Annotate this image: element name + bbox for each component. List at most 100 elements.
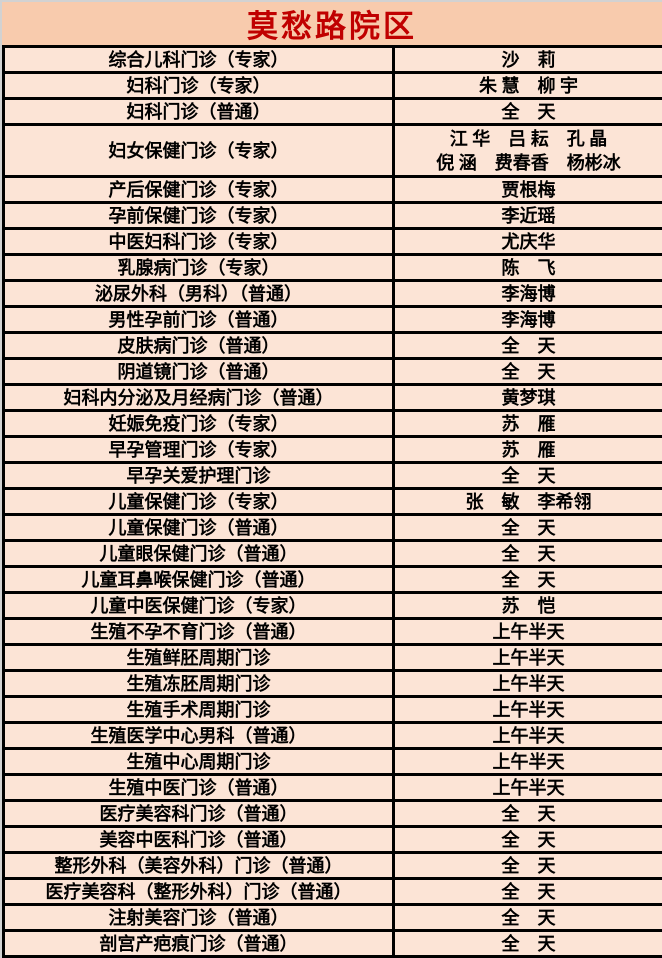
clinic-name: 综合儿科门诊（专家） — [5, 48, 395, 71]
table-row: 生殖中心周期门诊 上午半天 — [5, 750, 662, 776]
clinic-name: 医疗美容科（整形外科）门诊（普通） — [5, 880, 395, 903]
table-row: 妇女保健门诊（专家） 江 华 吕 耘 孔 晶 倪 涵 费春香 杨彬冰 — [5, 126, 662, 178]
table-row: 妇科内分泌及月经病门诊（普通） 黄梦琪 — [5, 386, 662, 412]
clinic-name: 儿童中医保健门诊（专家） — [5, 594, 395, 617]
table-row: 生殖冻胚周期门诊 上午半天 — [5, 672, 662, 698]
table-row: 生殖手术周期门诊 上午半天 — [5, 698, 662, 724]
staff-names: 尤庆华 — [501, 231, 556, 252]
clinic-name: 生殖冻胚周期门诊 — [5, 672, 395, 695]
campus-title: 莫愁路院区 — [2, 2, 662, 48]
staff-names: 全 天 — [501, 101, 556, 122]
clinic-name: 生殖中医门诊（普通） — [5, 776, 395, 799]
staff-names: 上午半天 — [492, 751, 565, 772]
clinic-name: 生殖中心周期门诊 — [5, 750, 395, 773]
clinic-name: 儿童保健门诊（普通） — [5, 516, 395, 539]
table-row: 中医妇科门诊（专家） 尤庆华 — [5, 230, 662, 256]
staff-names: 黄梦琪 — [501, 387, 556, 408]
staff-names: 全 天 — [501, 465, 556, 486]
staff-names: 全 天 — [501, 517, 556, 538]
clinic-name: 美容中医科门诊（普通） — [5, 828, 395, 851]
table-row: 整形外科（美容外科）门诊（普通） 全 天 — [5, 854, 662, 880]
schedule-table-body: 综合儿科门诊（专家） 沙 莉 妇科门诊（专家） 朱 慧 柳 宇 妇科门诊（普通）… — [2, 48, 662, 958]
staff-names: 李海博 — [501, 309, 556, 330]
clinic-name: 整形外科（美容外科）门诊（普通） — [5, 854, 395, 877]
staff-names: 陈 飞 — [501, 257, 556, 278]
clinic-name: 中医妇科门诊（专家） — [5, 230, 395, 253]
table-row: 医疗美容科（整形外科）门诊（普通） 全 天 — [5, 880, 662, 906]
staff-names: 全 天 — [501, 543, 556, 564]
table-row: 妇科门诊（专家） 朱 慧 柳 宇 — [5, 74, 662, 100]
clinic-name: 男性孕前门诊（普通） — [5, 308, 395, 331]
clinic-name: 剖宫产疤痕门诊（普通） — [5, 932, 395, 955]
table-row: 皮肤病门诊（普通） 全 天 — [5, 334, 662, 360]
clinic-name: 妇科门诊（专家） — [5, 74, 395, 97]
staff-names: 苏 恺 — [501, 595, 556, 616]
clinic-name: 妇女保健门诊（专家） — [5, 126, 395, 175]
table-row: 儿童眼保健门诊（普通） 全 天 — [5, 542, 662, 568]
clinic-name: 生殖不孕不育门诊（普通） — [5, 620, 395, 643]
table-row: 生殖不孕不育门诊（普通） 上午半天 — [5, 620, 662, 646]
table-row: 早孕管理门诊（专家） 苏 雁 — [5, 438, 662, 464]
table-row: 泌尿外科（男科）（普通） 李海博 — [5, 282, 662, 308]
table-row: 医疗美容科门诊（普通） 全 天 — [5, 802, 662, 828]
clinic-name: 生殖手术周期门诊 — [5, 698, 395, 721]
clinic-name: 注射美容门诊（普通） — [5, 906, 395, 929]
table-row: 孕前保健门诊（专家） 李近瑶 — [5, 204, 662, 230]
staff-names: 苏 雁 — [501, 413, 556, 434]
table-row: 儿童中医保健门诊（专家） 苏 恺 — [5, 594, 662, 620]
staff-names: 全 天 — [501, 855, 556, 876]
staff-names: 江 华 吕 耘 孔 晶 倪 涵 费春香 杨彬冰 — [436, 128, 621, 173]
staff-names: 全 天 — [501, 569, 556, 590]
table-row: 男性孕前门诊（普通） 李海博 — [5, 308, 662, 334]
table-row: 剖宫产疤痕门诊（普通） 全 天 — [5, 932, 662, 958]
clinic-name: 生殖医学中心男科（普通） — [5, 724, 395, 747]
clinic-name: 早孕管理门诊（专家） — [5, 438, 395, 461]
table-row: 阴道镜门诊（普通） 全 天 — [5, 360, 662, 386]
staff-names: 全 天 — [501, 361, 556, 382]
table-row: 综合儿科门诊（专家） 沙 莉 — [5, 48, 662, 74]
table-row: 早孕关爱护理门诊 全 天 — [5, 464, 662, 490]
staff-names: 全 天 — [501, 803, 556, 824]
staff-names: 上午半天 — [492, 725, 565, 746]
staff-names: 全 天 — [501, 933, 556, 954]
table-row: 儿童保健门诊（普通） 全 天 — [5, 516, 662, 542]
clinic-name: 早孕关爱护理门诊 — [5, 464, 395, 487]
table-row: 美容中医科门诊（普通） 全 天 — [5, 828, 662, 854]
staff-names: 李海博 — [501, 283, 556, 304]
clinic-name: 皮肤病门诊（普通） — [5, 334, 395, 357]
staff-names: 全 天 — [501, 829, 556, 850]
table-row: 生殖鲜胚周期门诊 上午半天 — [5, 646, 662, 672]
staff-names: 朱 慧 柳 宇 — [479, 75, 578, 96]
clinic-name: 儿童保健门诊（专家） — [5, 490, 395, 513]
table-row: 乳腺病门诊（专家） 陈 飞 — [5, 256, 662, 282]
staff-names: 上午半天 — [492, 647, 565, 668]
staff-names: 上午半天 — [492, 621, 565, 642]
clinic-name: 妇科门诊（普通） — [5, 100, 395, 123]
clinic-name: 儿童眼保健门诊（普通） — [5, 542, 395, 565]
clinic-name: 泌尿外科（男科）（普通） — [5, 282, 395, 305]
clinic-name: 医疗美容科门诊（普通） — [5, 802, 395, 825]
clinic-name: 阴道镜门诊（普通） — [5, 360, 395, 383]
staff-names: 全 天 — [501, 907, 556, 928]
table-row: 妊娠免疫门诊（专家） 苏 雁 — [5, 412, 662, 438]
staff-names: 全 天 — [501, 881, 556, 902]
table-row: 产后保健门诊（专家） 贾根梅 — [5, 178, 662, 204]
table-row: 生殖中医门诊（普通） 上午半天 — [5, 776, 662, 802]
staff-names: 张 敏 李希翎 — [465, 491, 592, 512]
staff-names: 苏 雁 — [501, 439, 556, 460]
clinic-name: 生殖鲜胚周期门诊 — [5, 646, 395, 669]
staff-names: 沙 莉 — [501, 49, 556, 70]
staff-names: 上午半天 — [492, 777, 565, 798]
table-row: 儿童耳鼻喉保健门诊（普通） 全 天 — [5, 568, 662, 594]
staff-names: 贾根梅 — [501, 179, 556, 200]
staff-names: 全 天 — [501, 335, 556, 356]
table-row: 生殖医学中心男科（普通） 上午半天 — [5, 724, 662, 750]
staff-names: 上午半天 — [492, 673, 565, 694]
clinic-name: 妊娠免疫门诊（专家） — [5, 412, 395, 435]
staff-names: 李近瑶 — [501, 205, 556, 226]
clinic-name: 妇科内分泌及月经病门诊（普通） — [5, 386, 395, 409]
clinic-name: 孕前保健门诊（专家） — [5, 204, 395, 227]
table-row: 妇科门诊（普通） 全 天 — [5, 100, 662, 126]
clinic-name: 儿童耳鼻喉保健门诊（普通） — [5, 568, 395, 591]
